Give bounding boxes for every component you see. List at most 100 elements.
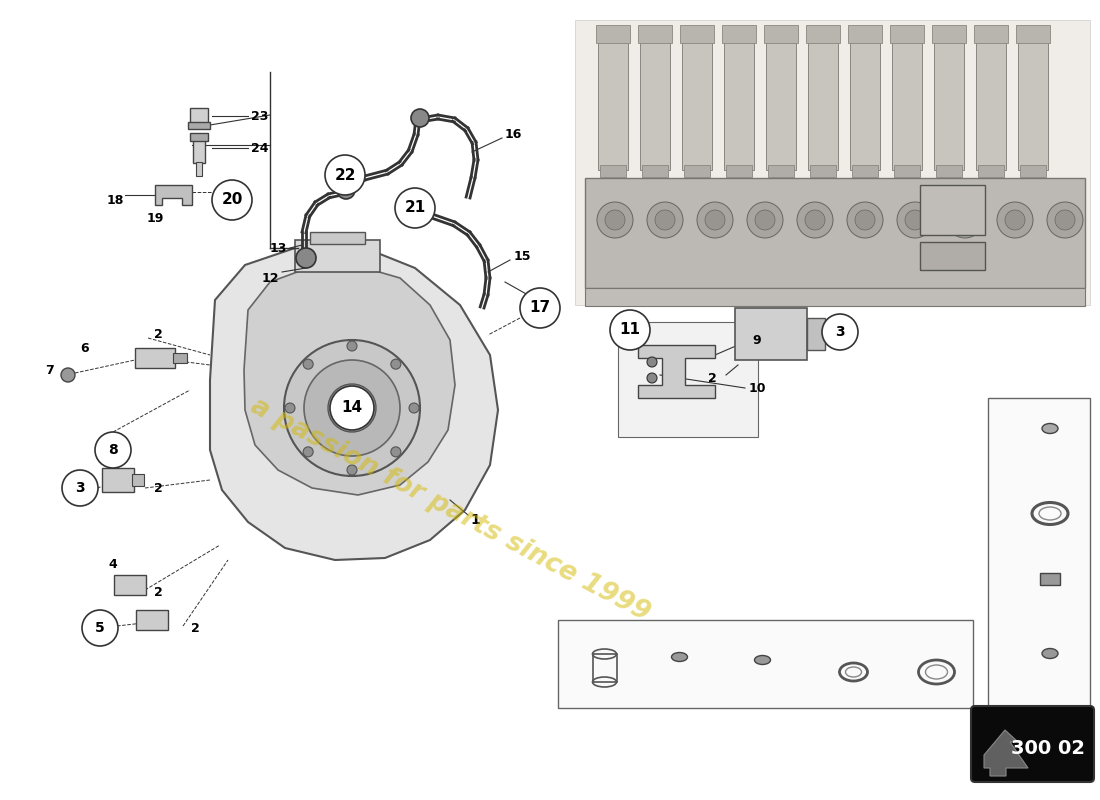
Circle shape <box>82 610 118 646</box>
Bar <box>190 133 208 141</box>
Bar <box>575 20 1090 305</box>
Bar <box>638 25 672 43</box>
Polygon shape <box>638 345 715 398</box>
Text: 19: 19 <box>146 211 164 225</box>
Circle shape <box>805 210 825 230</box>
Text: 18: 18 <box>107 194 123 206</box>
Bar <box>600 165 626 177</box>
Bar <box>188 122 210 129</box>
Polygon shape <box>984 730 1028 776</box>
Circle shape <box>1055 210 1075 230</box>
Bar <box>988 398 1090 706</box>
Circle shape <box>390 359 400 369</box>
Text: 17: 17 <box>529 301 551 315</box>
Text: 8: 8 <box>998 506 1009 521</box>
Circle shape <box>697 202 733 238</box>
Polygon shape <box>244 265 455 495</box>
Bar <box>642 165 668 177</box>
Text: 6: 6 <box>80 342 89 354</box>
Bar <box>894 165 920 177</box>
Bar <box>892 30 922 170</box>
Text: 20: 20 <box>221 193 243 207</box>
Bar <box>102 468 134 492</box>
Bar <box>1016 25 1050 43</box>
Text: 15: 15 <box>514 250 530 262</box>
Circle shape <box>411 109 429 127</box>
Bar <box>724 30 754 170</box>
Circle shape <box>395 188 434 228</box>
Circle shape <box>1005 210 1025 230</box>
Circle shape <box>647 202 683 238</box>
Bar <box>618 322 758 437</box>
Circle shape <box>296 248 316 268</box>
Bar <box>680 25 714 43</box>
Bar <box>722 25 756 43</box>
Text: 9: 9 <box>752 334 761 346</box>
Circle shape <box>95 432 131 468</box>
Text: 21: 21 <box>405 201 426 215</box>
Bar <box>848 25 882 43</box>
Bar <box>173 353 187 363</box>
Bar <box>132 474 144 486</box>
Bar <box>295 240 380 272</box>
Bar <box>1018 30 1048 170</box>
Circle shape <box>60 368 75 382</box>
Polygon shape <box>210 248 498 560</box>
Bar <box>593 654 616 682</box>
Bar <box>735 308 807 360</box>
Bar <box>978 165 1004 177</box>
Bar <box>585 178 1085 288</box>
Bar <box>1040 573 1060 585</box>
Bar <box>682 30 712 170</box>
Text: 1: 1 <box>470 513 480 527</box>
Bar <box>640 30 670 170</box>
Bar <box>936 165 962 177</box>
Bar <box>114 575 146 595</box>
Text: 22: 22 <box>644 633 666 647</box>
Circle shape <box>847 202 883 238</box>
Circle shape <box>705 210 725 230</box>
Text: 3: 3 <box>75 481 85 495</box>
Circle shape <box>409 403 419 413</box>
Text: 2: 2 <box>154 329 163 342</box>
Text: 23: 23 <box>251 110 268 122</box>
Bar <box>920 185 984 235</box>
Circle shape <box>328 384 376 432</box>
Text: 22: 22 <box>334 167 355 182</box>
Text: a passion for parts since 1999: a passion for parts since 1999 <box>246 394 654 626</box>
Bar <box>684 165 710 177</box>
Text: 8: 8 <box>108 443 118 457</box>
Bar <box>850 30 880 170</box>
Bar <box>766 30 796 170</box>
Text: 7: 7 <box>45 363 54 377</box>
Text: 16: 16 <box>504 127 521 141</box>
Bar <box>596 25 630 43</box>
Bar <box>585 288 1085 306</box>
Bar <box>808 30 838 170</box>
Circle shape <box>647 373 657 383</box>
Circle shape <box>304 359 313 369</box>
FancyBboxPatch shape <box>971 706 1094 782</box>
Circle shape <box>597 202 632 238</box>
Circle shape <box>337 181 355 199</box>
Text: 13: 13 <box>270 242 287 254</box>
Text: 14: 14 <box>893 633 914 647</box>
Bar <box>1020 165 1046 177</box>
Bar <box>598 30 628 170</box>
Bar <box>920 242 984 270</box>
Bar <box>976 30 1007 170</box>
Bar <box>136 610 168 630</box>
Bar <box>934 30 964 170</box>
Circle shape <box>654 210 675 230</box>
Circle shape <box>855 210 875 230</box>
Circle shape <box>346 341 358 351</box>
Text: 2: 2 <box>707 371 716 385</box>
Circle shape <box>212 180 252 220</box>
Ellipse shape <box>671 653 688 662</box>
Ellipse shape <box>1042 423 1058 434</box>
Text: 11: 11 <box>619 322 640 338</box>
Text: 2: 2 <box>154 586 163 598</box>
Circle shape <box>610 310 650 350</box>
Text: 20: 20 <box>992 429 1014 444</box>
Bar <box>310 232 365 244</box>
